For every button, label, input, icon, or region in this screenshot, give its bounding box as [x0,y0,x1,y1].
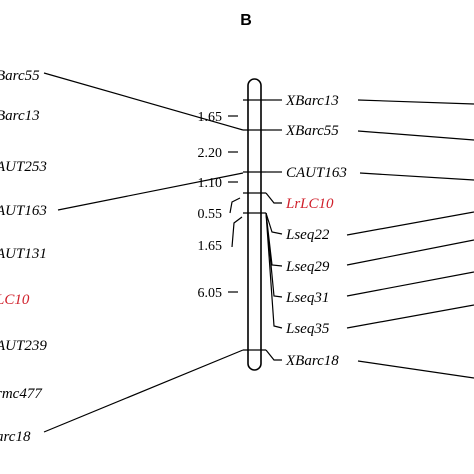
distance-label: 6.05 [198,286,223,301]
right-connectors [346,99,474,379]
connector-right-xbarc13 [357,99,474,105]
distance-label: 2.20 [198,146,223,161]
marker-label-caut163: CAUT163 [286,165,347,181]
leader-lseq31 [265,212,283,298]
distance-label: 1.10 [198,176,223,191]
marker-leaders [265,99,283,361]
left-label-lc10: LC10 [0,292,30,308]
marker-label-lseq29: Lseq29 [285,259,330,275]
left-label-aut163: AUT163 [0,203,47,219]
distance-label: 1.65 [198,239,223,254]
left-label-barc13: Barc13 [0,108,40,124]
distance-label: 1.65 [198,110,223,125]
marker-label-lseq35: Lseq35 [285,321,330,337]
connector-right-lseq31 [346,271,474,297]
marker-label-lseq22: Lseq22 [285,227,330,243]
leader-lseq35 [265,212,283,329]
marker-ticks [243,99,266,351]
connector-right-lseq29 [346,239,474,266]
marker-label-lrlc10: LrLC10 [285,196,334,212]
leader-lseq22 [265,212,283,235]
left-label-arc18: arc18 [0,429,31,445]
connector-left-barc55 [43,72,244,131]
left-connectors [43,72,244,433]
marker-label-lseq31: Lseq31 [285,290,329,306]
distance-label: 0.55 [198,207,223,222]
leader-lrlc10 [265,192,282,204]
marker-label-xbarc55: XBarc55 [285,123,339,139]
distance-ticks [228,115,243,293]
left-label-aut253: AUT253 [0,159,47,175]
connector-right-caut163 [359,172,474,181]
dist-bracket-5 [231,216,243,248]
left-label-aut239: AUT239 [0,338,47,354]
panel-label: B [240,12,252,29]
dist-bracket-4 [229,197,241,214]
left-label-rmc477: rmc477 [0,386,43,402]
connector-left-arc18 [43,349,244,433]
left-label-barc55: Barc55 [0,68,40,84]
connector-right-lseq22 [346,211,474,236]
leader-xbarc18 [265,349,282,361]
marker-label-xbarc13: XBarc13 [285,93,339,109]
left-label-aut131: AUT131 [0,246,47,262]
marker-label-xbarc18: XBarc18 [285,353,339,369]
connector-right-lseq35 [346,304,474,329]
connector-right-xbarc18 [357,360,474,379]
connector-left-aut163 [57,172,244,211]
chromosome-bar [247,78,262,371]
connector-right-xbarc55 [357,130,474,141]
